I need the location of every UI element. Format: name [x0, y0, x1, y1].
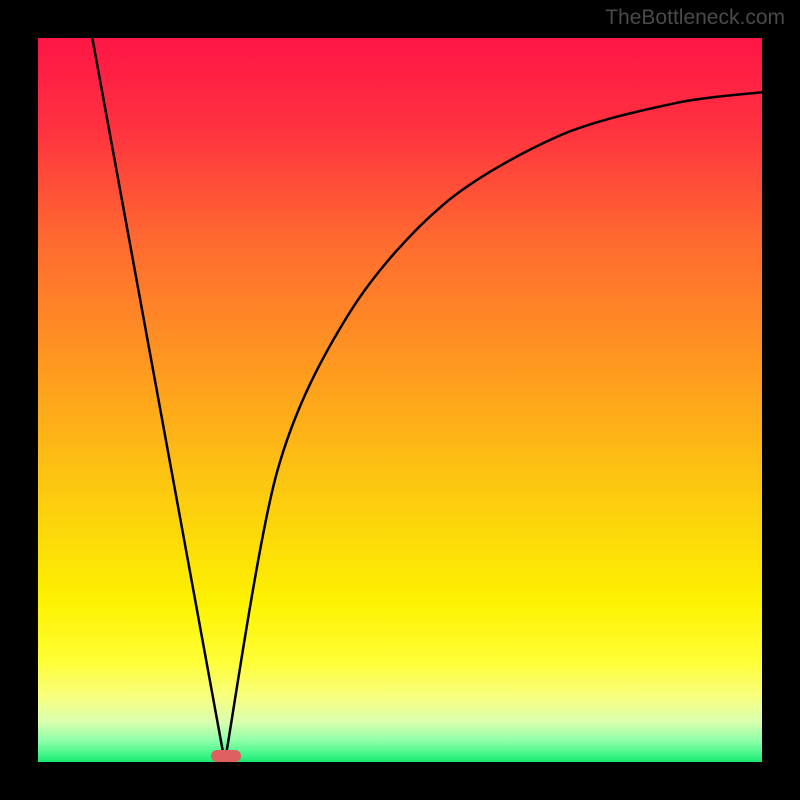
curve-path	[92, 38, 762, 762]
optimal-point-marker	[211, 750, 241, 762]
attribution-text: TheBottleneck.com	[605, 6, 785, 30]
bottleneck-curve	[38, 38, 762, 762]
plot-area	[38, 38, 762, 762]
chart-container: TheBottleneck.com	[0, 0, 800, 800]
